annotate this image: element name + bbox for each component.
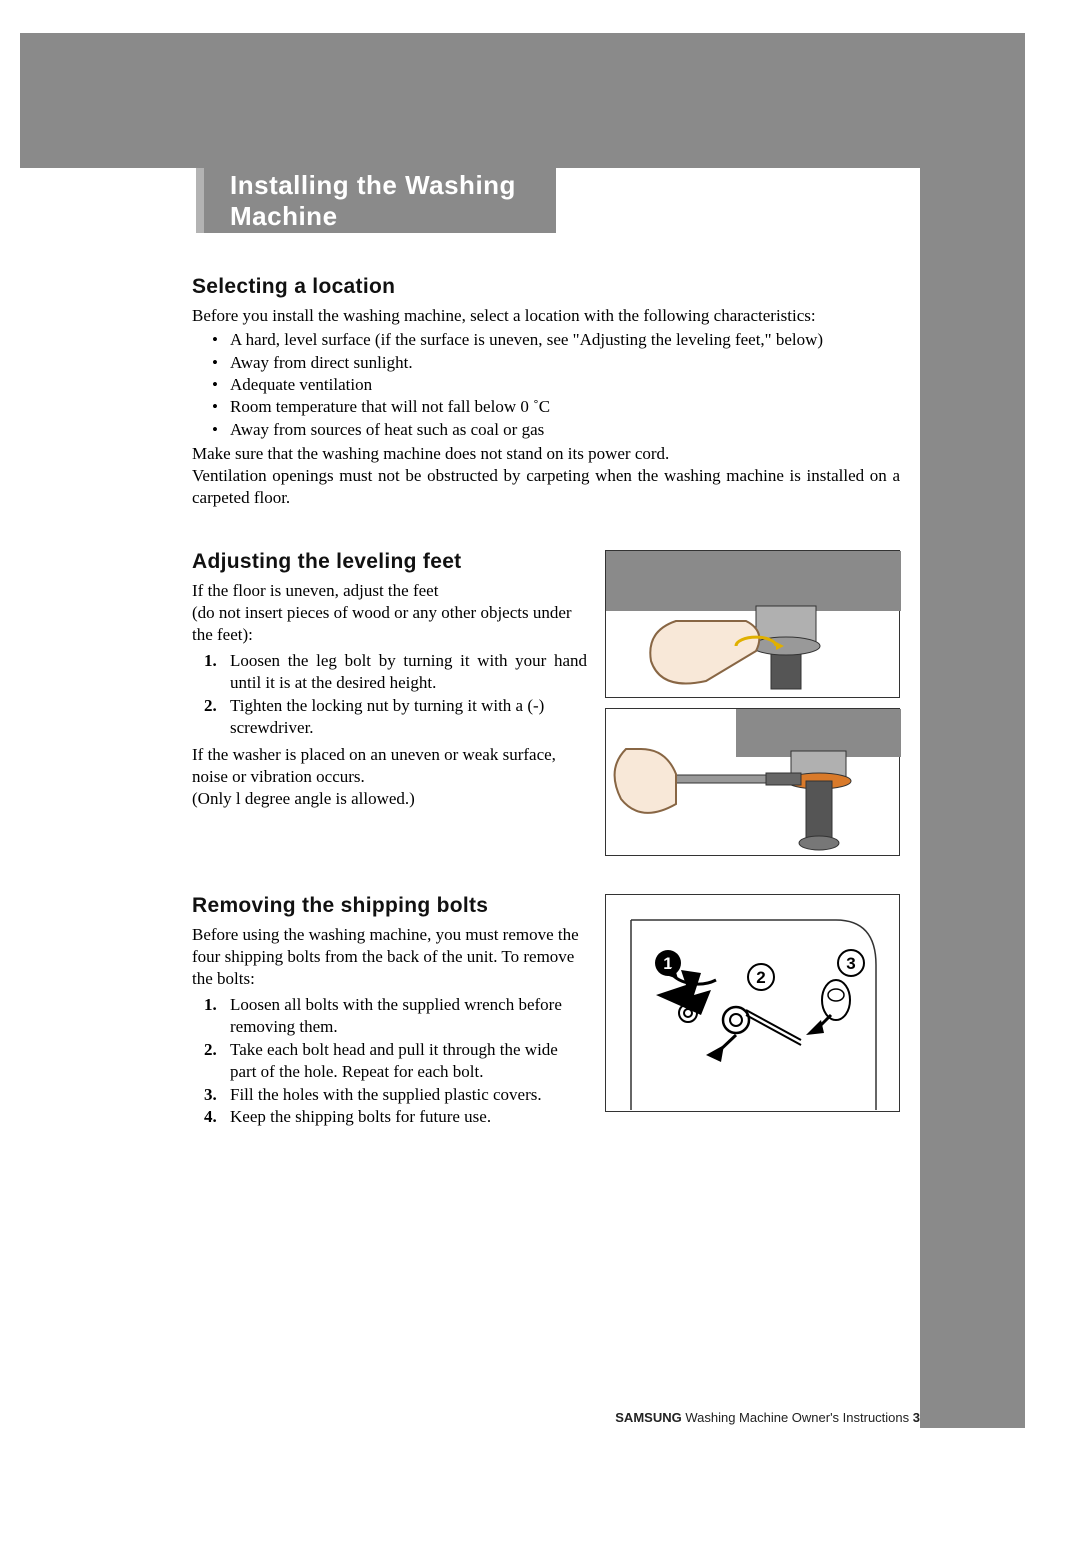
sec2-steps: Loosen the leg bolt by turning it with y…: [192, 650, 587, 740]
bullet-item: Away from direct sunlight.: [230, 352, 900, 374]
heading-remove-bolts: Removing the shipping bolts: [192, 894, 587, 918]
sec1-p2: Make sure that the washing machine does …: [192, 443, 900, 465]
step-item: Fill the holes with the supplied plastic…: [230, 1084, 587, 1106]
sec2-p4: (Only l degree angle is allowed.): [192, 788, 587, 810]
footer-brand: SAMSUNG: [615, 1410, 681, 1425]
footer-text: Washing Machine Owner's Instructions: [682, 1410, 913, 1425]
leveling-screwdriver-icon: [606, 709, 901, 857]
step-item: Loosen all bolts with the supplied wrenc…: [230, 994, 587, 1039]
shipping-label-2: 2: [756, 968, 765, 987]
page-root: Installing the Washing Machine Selecting…: [0, 0, 1080, 1551]
figure-leveling-screwdriver: [605, 708, 900, 856]
sec1-intro: Before you install the washing machine, …: [192, 305, 900, 327]
page-title: Installing the Washing Machine: [230, 170, 556, 232]
shipping-label-3: 3: [846, 954, 855, 973]
sec3-intro: Before using the washing machine, you mu…: [192, 924, 587, 990]
heading-selecting-location: Selecting a location: [192, 275, 900, 299]
page-footer: SAMSUNG Washing Machine Owner's Instruct…: [0, 1410, 920, 1425]
page-title-box: Installing the Washing Machine: [196, 168, 556, 233]
content-area: Selecting a location Before you install …: [192, 275, 900, 1132]
step-item: Take each bolt head and pull it through …: [230, 1039, 587, 1084]
shipping-bolts-icon: 1 2: [606, 895, 901, 1113]
sec2-p2: (do not insert pieces of wood or any oth…: [192, 602, 587, 646]
sec2-p3: If the washer is placed on an uneven or …: [192, 744, 587, 788]
section-remove-shipping-bolts: Removing the shipping bolts Before using…: [192, 894, 900, 1133]
leveling-hand-icon: [606, 551, 901, 699]
step-item: Tighten the locking nut by turning it wi…: [230, 695, 587, 740]
sec3-text-column: Removing the shipping bolts Before using…: [192, 894, 587, 1133]
footer-page-number: 3: [913, 1410, 920, 1425]
bullet-item: Away from sources of heat such as coal o…: [230, 419, 900, 441]
right-margin-band: [920, 33, 1025, 1428]
sec2-figures: [605, 550, 900, 856]
heading-adjusting-feet: Adjusting the leveling feet: [192, 550, 587, 574]
figure-leveling-hand: [605, 550, 900, 698]
section-selecting-location: Selecting a location Before you install …: [192, 275, 900, 510]
bullet-item: Adequate ventilation: [230, 374, 900, 396]
sec1-p3: Ventilation openings must not be obstruc…: [192, 465, 900, 509]
bullet-item: A hard, level surface (if the surface is…: [230, 329, 900, 351]
sec1-bullets: A hard, level surface (if the surface is…: [192, 329, 900, 441]
header-band: [20, 33, 920, 168]
step-item: Loosen the leg bolt by turning it with y…: [230, 650, 587, 695]
sec2-p1: If the floor is uneven, adjust the feet: [192, 580, 587, 602]
sec3-figure-column: 1 2: [605, 894, 900, 1133]
section-adjusting-feet: Adjusting the leveling feet If the floor…: [192, 550, 900, 856]
sec3-steps: Loosen all bolts with the supplied wrenc…: [192, 994, 587, 1129]
sec2-text-column: Adjusting the leveling feet If the floor…: [192, 550, 587, 856]
bullet-item: Room temperature that will not fall belo…: [230, 396, 900, 418]
figure-shipping-bolts: 1 2: [605, 894, 900, 1112]
step-item: Keep the shipping bolts for future use.: [230, 1106, 587, 1128]
